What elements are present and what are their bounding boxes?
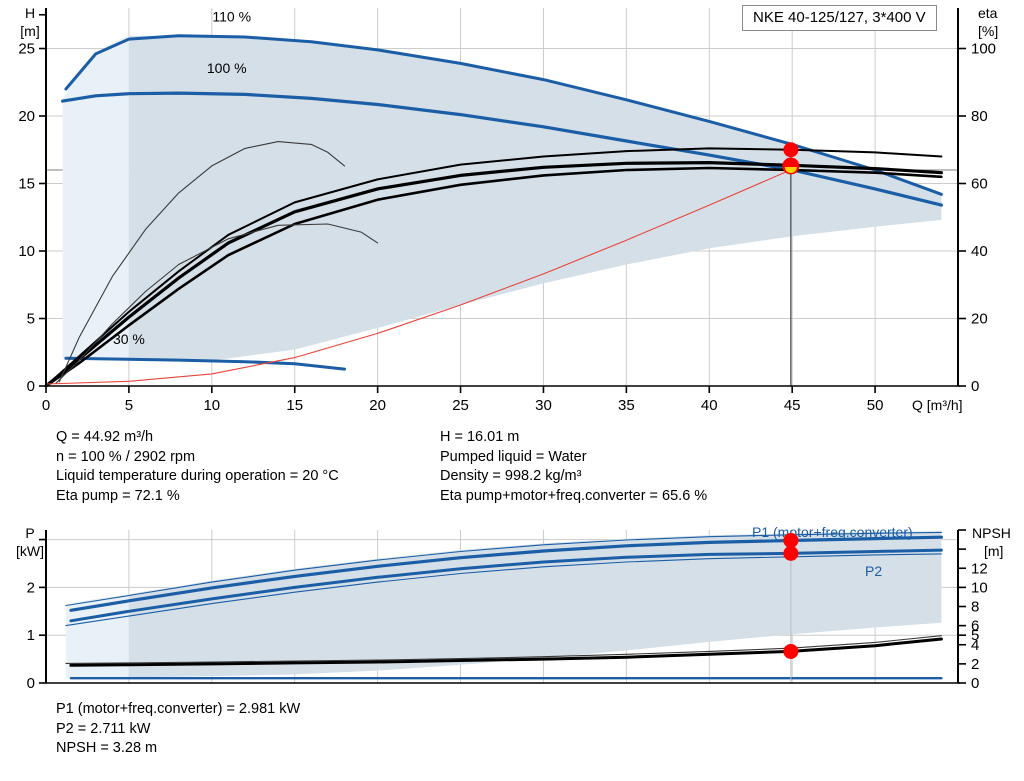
curve-head-100pct — [61, 91, 943, 207]
result-bottom-line-2: NPSH = 3.28 m — [56, 740, 158, 756]
curve-npsh-curve-lower — [69, 637, 943, 667]
result-line-0: H = 16.01 m — [440, 429, 520, 445]
y-tick-label: 1 — [27, 627, 35, 644]
result-bottom-line-0: P1 (motor+freq.converter) = 2.981 kW — [56, 701, 301, 717]
x-tick-label: 0 — [42, 397, 50, 414]
y2-tick-label: 8 — [971, 599, 979, 616]
curve-npsh-thin — [65, 635, 942, 664]
y2-tick-label: 10 — [971, 579, 988, 596]
y2-tick-label: 2 — [971, 656, 979, 673]
results-right-column: H = 16.01 m Pumped liquid = Water Density … — [440, 428, 707, 506]
y-tick-label: 15 — [18, 176, 35, 193]
curve-p2-curve — [69, 548, 943, 623]
x-tick-label: 30 — [535, 397, 552, 414]
y2-tick-label: 60 — [971, 176, 988, 193]
power-band — [128, 531, 942, 678]
curve-head-30pct — [64, 356, 346, 371]
x-tick-label: 20 — [369, 397, 386, 414]
legend-label-p1: P1 (motor+freq.converter) — [752, 524, 913, 540]
legend-label-p2: P2 — [865, 563, 882, 579]
result-line-3: Eta pump = 72.1 % — [56, 487, 180, 504]
y-tick-label: 25 — [18, 41, 35, 58]
operating-marker-p1 — [783, 532, 799, 548]
bottom-operating-markers — [783, 532, 799, 659]
y2-tick-label: 100 — [971, 41, 996, 58]
y-tick-label: 5 — [27, 311, 35, 328]
curve-eta-total-upper — [45, 147, 943, 387]
curve-label-1: 100 % — [207, 60, 247, 76]
y-axis-title: P — [25, 525, 34, 541]
curve-npsh-curve — [45, 169, 792, 385]
operating-marker-npsh — [783, 643, 799, 659]
x-axis-title: Q [m³/h] — [912, 397, 963, 413]
main-envelopes — [62, 35, 942, 361]
result-bottom-line-1: P2 = 2.711 kW — [56, 720, 151, 737]
operating-marker-p2 — [783, 545, 799, 561]
results-bottom-block: P1 (motor+freq.converter) = 2.981 kW P2 =… — [56, 700, 300, 759]
y-tick-label: 10 — [18, 243, 35, 260]
x-tick-label: 40 — [701, 397, 718, 414]
result-line-2: Density = 998.2 kg/m³ — [440, 468, 582, 484]
curve-p1-curve — [69, 535, 943, 612]
y2-tick-label: 0 — [971, 378, 979, 395]
y2-axis-title: NPSH — [972, 525, 1011, 541]
x-tick-label: 25 — [452, 397, 469, 414]
curve-p2-lower-thin — [65, 553, 942, 627]
curve-head-110pct — [64, 34, 943, 196]
y2-tick-label: 40 — [971, 243, 988, 260]
curve-eta-thin-mid — [55, 223, 379, 384]
y2-axis-unit: [m] — [984, 543, 1003, 559]
y2-tick-label: 6 — [971, 618, 979, 635]
bottom-curves — [65, 531, 943, 680]
curve-label-2: 30 % — [113, 331, 145, 347]
y2-tick-label: 0 — [971, 675, 979, 692]
y-tick-label: 0 — [27, 378, 35, 395]
x-tick-label: 45 — [784, 397, 801, 414]
x-tick-label: 5 — [125, 397, 133, 414]
y2-tick-label: 12 — [971, 560, 988, 577]
x-tick-label: 15 — [286, 397, 303, 414]
head-efficiency-chart: 0 5 10 15 20 25 0 5 10 15 20 25 30 35 40 45 50 0 20 40 60 80 1… — [18, 5, 998, 414]
pump-model-title: NKE 40-125/127, 3*400 V — [742, 5, 937, 31]
curve-eta-thin-peak — [58, 141, 346, 383]
y2-tick-label: 20 — [971, 311, 988, 328]
y2-tick-label: 4 — [971, 637, 979, 654]
main-curves — [44, 34, 943, 388]
operating-marker-highlight — [784, 166, 797, 173]
min-speed-band — [62, 35, 129, 360]
y-tick-label: 2 — [27, 579, 35, 596]
y2-tick-label: 80 — [971, 108, 988, 125]
result-line-2: Liquid temperature during operation = 20… — [56, 468, 339, 484]
curve-eta-total-lower — [44, 166, 943, 388]
y-axis-unit: [kW] — [16, 543, 44, 559]
operating-marker-eta-total — [783, 142, 799, 158]
x-tick-label: 50 — [867, 397, 884, 414]
curve-p1-upper-thin — [65, 531, 942, 607]
y2-axis-title: eta — [978, 5, 998, 21]
y2-axis-unit: [%] — [978, 23, 998, 39]
result-line-1: n = 100 % / 2902 rpm — [56, 448, 196, 465]
y-tick-label: 0 — [27, 675, 35, 692]
x-tick-label: 35 — [618, 397, 635, 414]
y-tick-label: 20 — [18, 108, 35, 125]
operating-range-band — [128, 35, 942, 361]
result-line-1: Pumped liquid = Water — [440, 448, 587, 465]
y-axis-unit: [m] — [20, 23, 39, 39]
main-operating-markers — [782, 142, 800, 175]
y2-tick-label: 5 — [971, 627, 979, 644]
result-line-3: Eta pump+motor+freq.converter = 65.6 % — [440, 487, 708, 504]
results-left-column: Q = 44.92 m³/h n = 100 % / 2902 rpm Liquid… — [56, 428, 339, 506]
result-line-0: Q = 44.92 m³/h — [56, 429, 154, 445]
curve-label-0: 110 % — [212, 9, 251, 25]
y-axis-title: H — [25, 5, 35, 21]
curve-eta-pump-main — [44, 161, 943, 388]
x-tick-label: 10 — [203, 397, 220, 414]
main-ticks: 0 5 10 15 20 25 0 5 10 15 20 25 30 35 40 45 50 0 20 40 60 80 1… — [18, 13, 996, 414]
